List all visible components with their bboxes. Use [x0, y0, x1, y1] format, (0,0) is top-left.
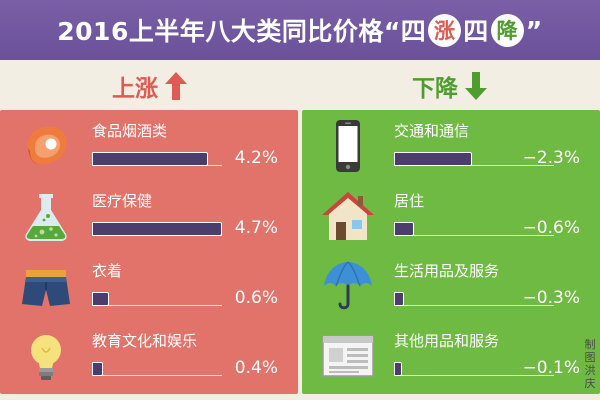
category-label: 教育文化和娱乐 — [92, 332, 198, 350]
section-up-header: 上涨 — [0, 66, 300, 106]
category-label: 衣着 — [92, 262, 123, 280]
title-mid-char: 四 — [463, 17, 489, 46]
list-item: 交通和通信 −2.3% — [302, 112, 600, 178]
category-label: 食品烟酒类 — [92, 122, 168, 140]
value-label: −0.3% — [522, 288, 580, 308]
bar-track — [92, 362, 222, 376]
meat-icon — [27, 126, 67, 165]
list-item: 教育文化和娱乐 0.4% — [0, 322, 298, 388]
umbrella-icon — [324, 261, 372, 310]
title-up-char: 涨 — [428, 13, 462, 47]
value-label: 0.4% — [234, 358, 278, 378]
page-title: 2016上半年八大类同比价格“四 涨 四 降 ” — [57, 12, 542, 48]
bar — [92, 152, 208, 166]
section-down-header: 下降 — [300, 66, 600, 106]
bar — [92, 292, 109, 306]
shorts-icon — [22, 270, 70, 306]
title-end-quote: ” — [525, 15, 543, 45]
arrow-up-icon — [165, 72, 187, 100]
credit-text: 制图 洪庆 — [584, 338, 596, 390]
value-label: 4.2% — [234, 148, 278, 168]
bar-track — [92, 222, 222, 236]
category-label: 生活用品及服务 — [394, 262, 500, 280]
list-item: 食品烟酒类 4.2% — [0, 112, 298, 178]
list-item: 其他用品和服务 −0.1% — [302, 322, 600, 388]
value-label: −2.3% — [522, 148, 580, 168]
list-item: 居住 −0.6% — [302, 182, 600, 248]
category-label: 其他用品和服务 — [394, 332, 500, 350]
bar — [394, 152, 472, 166]
category-label: 医疗保健 — [92, 192, 153, 210]
title-down-char: 降 — [490, 13, 524, 47]
value-label: 4.7% — [234, 218, 278, 238]
list-item: 医疗保健 4.7% — [0, 182, 298, 248]
bar-track — [394, 362, 554, 376]
value-label: 0.6% — [234, 288, 278, 308]
bar-track — [394, 292, 554, 306]
phone-icon — [336, 120, 360, 172]
section-down-label: 下降 — [412, 76, 458, 102]
panel-falling: 交通和通信 −2.3% 居住 −0.6% 生活用品及服务 −0.3% — [302, 110, 600, 394]
flask-icon — [25, 194, 67, 241]
bar — [394, 292, 404, 306]
arrow-down-icon — [465, 72, 487, 100]
header-banner: 2016上半年八大类同比价格“四 涨 四 降 ” — [0, 0, 600, 60]
bar — [92, 222, 222, 236]
bar — [394, 362, 402, 376]
category-label: 居住 — [394, 192, 425, 210]
value-label: −0.6% — [522, 218, 580, 238]
bar-track — [92, 292, 222, 306]
list-item: 衣着 0.6% — [0, 252, 298, 318]
browser-window-icon — [322, 335, 374, 377]
bar-track — [92, 152, 222, 166]
bar-track — [394, 222, 554, 236]
bar — [394, 222, 414, 236]
section-up-label: 上涨 — [112, 76, 158, 102]
value-label: −0.1% — [522, 358, 580, 378]
list-item: 生活用品及服务 −0.3% — [302, 252, 600, 318]
bar — [92, 362, 103, 376]
title-text: 2016上半年八大类同比价格“四 — [57, 17, 427, 46]
bar-track — [394, 152, 554, 166]
panel-rising: 食品烟酒类 4.2% 医疗保健 4.7% 衣着 0.6% — [0, 110, 298, 394]
lightbulb-icon — [31, 335, 61, 380]
category-label: 交通和通信 — [394, 122, 470, 140]
house-icon — [322, 192, 374, 240]
